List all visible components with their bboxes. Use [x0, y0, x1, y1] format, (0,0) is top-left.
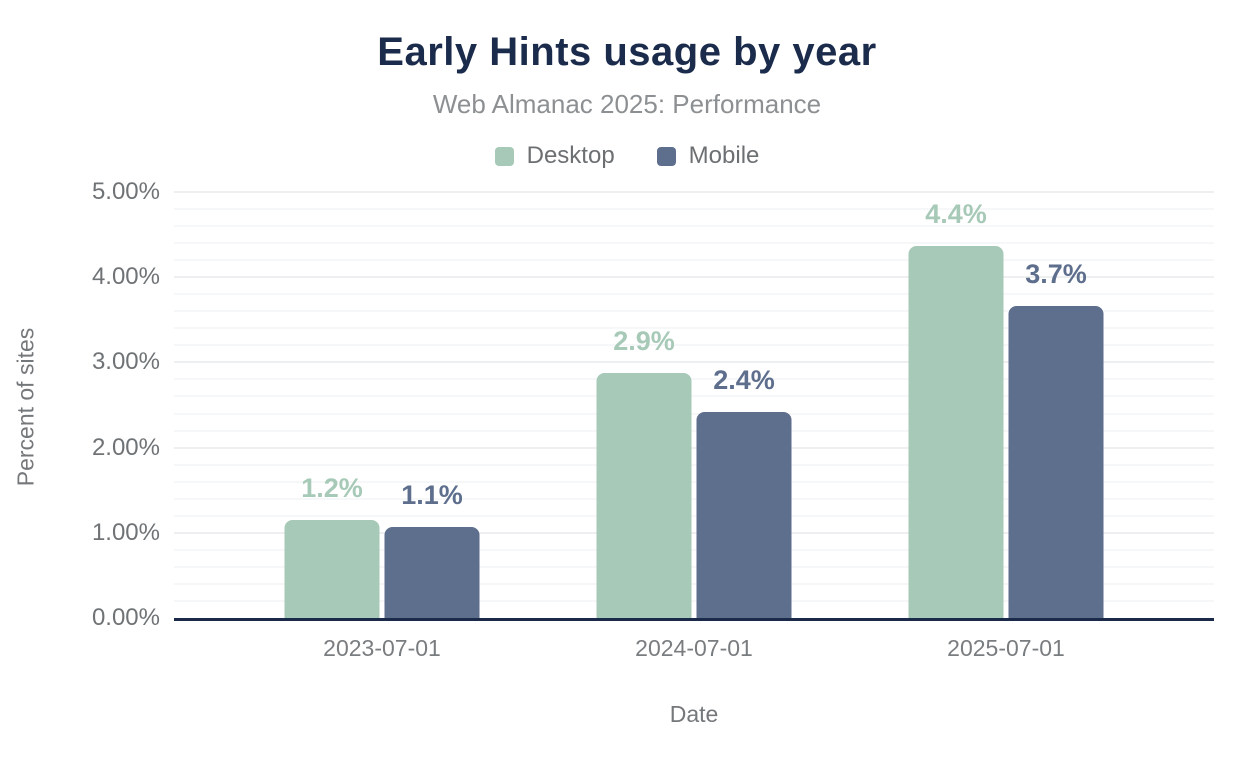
gridline-minor — [174, 344, 1214, 347]
bar-mobile-2023-07-01[interactable]: 1.1% — [384, 480, 480, 618]
gridline-minor — [174, 480, 1214, 483]
chart-area: Percent of sites 0.00% 1.00% 2.00% 3.00% 4.0… — [0, 178, 1254, 733]
bar-desktop-2023-07-01[interactable]: 1.2% — [284, 473, 380, 618]
y-tick-label: 2.00% — [91, 433, 160, 461]
chart-title: Early Hints usage by year — [377, 30, 877, 74]
gridline-minor — [174, 327, 1214, 330]
y-axis-title: Percent of sites — [12, 327, 39, 486]
plot-area: 1.2% 1.1% 2.9% 2.4% 4.4% 3.7% — [174, 191, 1214, 621]
x-axis-title: Date — [669, 701, 719, 727]
y-axis-title-cell: Percent of sites — [0, 192, 52, 621]
gridline-minor — [174, 599, 1214, 602]
gridline-minor — [174, 514, 1214, 517]
gridline-minor — [174, 395, 1214, 398]
gridline-major — [174, 191, 1214, 193]
gridline-minor — [174, 293, 1214, 296]
y-tick-label: 1.00% — [91, 518, 160, 546]
legend-item-desktop[interactable]: Desktop — [494, 142, 615, 170]
gridline-major — [174, 361, 1214, 364]
bar-value-label: 2.4% — [713, 364, 775, 395]
x-tick-label: 2023-07-01 — [323, 635, 441, 661]
bar-value-label: 2.9% — [613, 325, 675, 356]
gridline-minor — [174, 463, 1214, 466]
bar-group: 4.4% 3.7% — [908, 199, 1104, 618]
x-axis-title-cell: Date — [174, 673, 1214, 733]
chart-subtitle: Web Almanac 2025: Performance — [432, 89, 822, 119]
y-tick-label: 5.00% — [91, 178, 160, 205]
x-tick-label: 2024-07-01 — [635, 635, 753, 661]
bar-mobile-2024-07-01[interactable]: 2.4% — [696, 365, 792, 618]
x-axis-ticks: 2023-07-01 2024-07-01 2025-07-01 — [174, 621, 1214, 673]
gridline-minor — [174, 208, 1214, 211]
gridline-minor — [174, 412, 1214, 415]
gridline-minor — [174, 310, 1214, 313]
gridline-minor — [174, 548, 1214, 551]
bar-mobile-2025-07-01[interactable]: 3.7% — [1008, 259, 1104, 618]
gridline-major — [174, 276, 1214, 279]
gridline-minor — [174, 378, 1214, 381]
bar-desktop-2025-07-01[interactable]: 4.4% — [908, 199, 1004, 618]
legend-item-mobile[interactable]: Mobile — [656, 142, 760, 170]
legend-label: Desktop — [526, 142, 615, 169]
legend-swatch-icon — [494, 146, 514, 166]
gridline-minor — [174, 582, 1214, 585]
bar-desktop-2024-07-01[interactable]: 2.9% — [596, 326, 692, 618]
bar-value-label: 3.7% — [1025, 259, 1087, 290]
legend-label: Mobile — [688, 142, 760, 169]
gridline-minor — [174, 259, 1214, 262]
gridline-minor — [174, 429, 1214, 432]
y-tick-label: 0.00% — [91, 604, 160, 631]
y-tick-label: 3.00% — [91, 348, 160, 376]
bar-group: 1.2% 1.1% — [284, 473, 480, 618]
y-tick-label: 4.00% — [91, 263, 160, 291]
bar-value-label: 4.4% — [925, 198, 987, 229]
legend-swatch-icon — [656, 146, 676, 166]
gridline-minor — [174, 565, 1214, 568]
bar-value-label: 1.1% — [401, 479, 463, 510]
bar-value-label: 1.2% — [301, 473, 363, 504]
gridline-minor — [174, 497, 1214, 500]
legend: Desktop Mobile — [0, 142, 1254, 170]
gridline-minor — [174, 242, 1214, 245]
x-tick-label: 2025-07-01 — [947, 635, 1065, 661]
y-axis-ticks: 0.00% 1.00% 2.00% 3.00% 4.00% 5.00% — [52, 178, 174, 631]
gridline-major — [174, 531, 1214, 534]
bar-group: 2.9% 2.4% — [596, 326, 792, 618]
gridline-minor — [174, 225, 1214, 228]
gridline-major — [174, 446, 1214, 449]
